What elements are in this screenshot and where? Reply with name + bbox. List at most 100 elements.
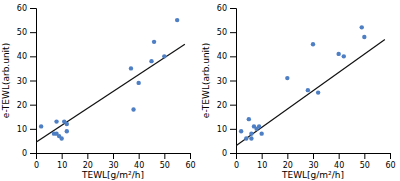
point <box>311 42 315 46</box>
tick: 30 <box>108 153 118 170</box>
tick-mark <box>230 129 236 130</box>
point <box>59 136 63 140</box>
axis-line <box>30 9 37 154</box>
tick-label: 20 <box>83 161 93 170</box>
tick-mark <box>113 153 114 159</box>
tick: 20 <box>17 101 36 110</box>
tick: 50 <box>17 28 36 37</box>
regression-line <box>36 44 185 142</box>
tick: 0 <box>22 149 36 158</box>
tick-mark <box>230 105 236 106</box>
tick-label: 20 <box>17 101 27 110</box>
axis-line <box>237 154 391 160</box>
tick: 10 <box>217 125 236 134</box>
tick-label: 40 <box>334 161 344 170</box>
point <box>149 59 153 63</box>
y-axis-title: e-TEWL(arb.unit) <box>201 43 211 118</box>
tick-label: 20 <box>283 161 293 170</box>
point <box>239 129 243 133</box>
axis-line <box>37 154 191 160</box>
tick-mark <box>190 153 191 159</box>
tick: 10 <box>257 153 267 170</box>
tick-label: 50 <box>17 28 27 37</box>
tick-mark <box>30 153 36 154</box>
tick-mark <box>30 56 36 57</box>
tick: 50 <box>360 153 370 170</box>
tick: 0 <box>34 153 39 170</box>
tick-label: 10 <box>17 125 27 134</box>
point <box>247 117 251 121</box>
tick-label: 40 <box>134 161 144 170</box>
point <box>244 136 248 140</box>
tick-label: 30 <box>17 77 27 86</box>
tick-mark <box>287 153 288 159</box>
tick: 50 <box>217 28 236 37</box>
tick: 0 <box>234 153 239 170</box>
tick-label: 10 <box>217 125 227 134</box>
tick-label: 0 <box>22 149 27 158</box>
tick-mark <box>139 153 140 159</box>
point <box>259 131 263 135</box>
tick-mark <box>390 153 391 159</box>
tick-label: 30 <box>108 161 118 170</box>
tick: 60 <box>385 153 395 170</box>
tick: 40 <box>217 52 236 61</box>
tick-label: 50 <box>160 161 170 170</box>
tick-label: 10 <box>257 161 267 170</box>
tick-mark <box>30 81 36 82</box>
tick: 20 <box>283 153 293 170</box>
tick-label: 0 <box>234 161 239 170</box>
point <box>249 136 253 140</box>
tick-label: 60 <box>17 4 27 13</box>
point <box>336 52 340 56</box>
point <box>257 124 261 128</box>
tick-label: 30 <box>217 77 227 86</box>
point <box>360 25 364 29</box>
tick-mark <box>313 153 314 159</box>
tick: 30 <box>17 77 36 86</box>
tick-mark <box>262 153 263 159</box>
figure: 0 10 20 30 40 50 60 0 10 20 30 40 50 60 TEWL[g/m²/h] e-… <box>0 0 400 181</box>
tick-mark <box>339 153 340 159</box>
regression-line <box>236 39 385 145</box>
tick-mark <box>30 105 36 106</box>
x-axis-title: TEWL[g/m²/h] <box>281 170 344 180</box>
tick-label: 20 <box>217 101 227 110</box>
point <box>129 66 133 70</box>
tick-mark <box>230 32 236 33</box>
point <box>362 35 366 39</box>
tick-label: 0 <box>222 149 227 158</box>
tick-mark <box>87 153 88 159</box>
tick-mark <box>30 8 36 9</box>
y-axis: 0 10 20 30 40 50 60 <box>17 4 37 158</box>
point <box>136 81 140 85</box>
tick-mark <box>164 153 165 159</box>
tick-mark <box>230 81 236 82</box>
tick: 20 <box>83 153 93 170</box>
point <box>285 76 289 80</box>
tick-label: 60 <box>185 161 195 170</box>
tick: 0 <box>222 149 236 158</box>
point <box>342 54 346 58</box>
tick-mark <box>62 153 63 159</box>
panel: 01020304050600102030405060TEWL[g/m²/h]e-… <box>1 4 196 180</box>
tick-mark <box>230 8 236 9</box>
x-axis: 0 10 20 30 40 50 60 <box>34 153 196 170</box>
tick-label: 40 <box>217 52 227 61</box>
tick: 30 <box>217 77 236 86</box>
point <box>39 124 43 128</box>
axis-line <box>230 9 237 154</box>
x-axis: 0102030405060 <box>234 153 396 170</box>
tick-mark <box>230 153 236 154</box>
tick: 60 <box>17 4 36 13</box>
point <box>175 18 179 22</box>
tick-label: 10 <box>57 161 67 170</box>
tick-label: 50 <box>217 28 227 37</box>
tick: 50 <box>160 153 170 170</box>
point <box>306 88 310 92</box>
tick-label: 40 <box>17 52 27 61</box>
tick-mark <box>30 129 36 130</box>
tick: 60 <box>185 153 195 170</box>
tick: 10 <box>57 153 67 170</box>
tick: 40 <box>134 153 144 170</box>
